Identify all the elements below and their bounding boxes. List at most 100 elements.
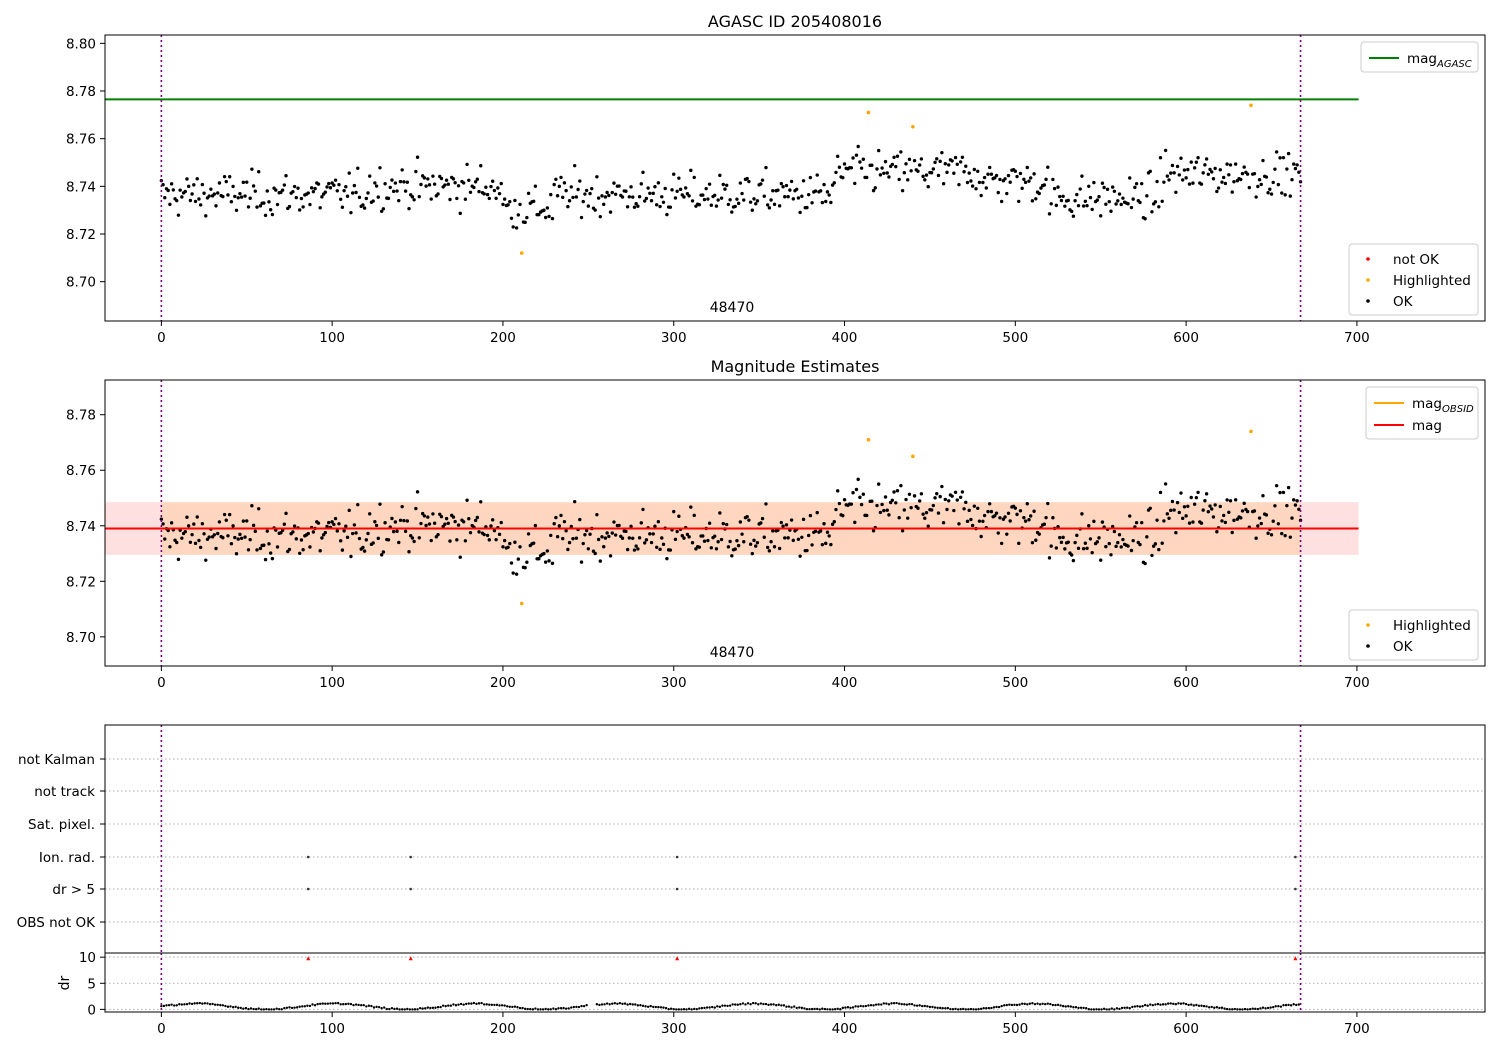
panel1-ok-point [600, 194, 604, 198]
panel1-ok-point [576, 187, 580, 192]
panel2-ok-point [921, 512, 925, 516]
dr-point [1261, 1006, 1265, 1009]
panel1-legend-marker [1366, 257, 1370, 261]
panel1-ytick-label: 8.72 [66, 227, 96, 243]
flag-point [409, 855, 413, 859]
panel1-ok-point [754, 202, 758, 206]
dr-point [639, 1004, 642, 1007]
panel1-ok-point [603, 195, 608, 199]
panel1-ok-point [200, 182, 205, 187]
panel2-ok-point [584, 528, 589, 533]
panel2-ok-point [298, 551, 302, 555]
panel1-ok-point [1259, 182, 1263, 187]
panel2-ok-point [716, 540, 720, 544]
panel1-ok-point [1085, 203, 1089, 208]
dr-point [544, 1007, 547, 1011]
panel1-ok-point [607, 193, 611, 198]
panel1-ok-point [1153, 200, 1158, 204]
panel2-ok-point [1254, 536, 1258, 540]
panel1-ok-point [371, 199, 375, 203]
panel2-ok-point [386, 538, 391, 542]
dr-point [1243, 1007, 1247, 1011]
panel2-ok-point [754, 544, 758, 548]
panel2-ok-point [344, 524, 348, 528]
dr-point [242, 1007, 245, 1010]
panel2-ok-point [1027, 518, 1031, 522]
dr-point [710, 1005, 714, 1009]
panel1-ok-point [764, 165, 768, 170]
panel1-ok-point [1223, 181, 1228, 186]
panel2-ok-point [202, 532, 206, 536]
panel1-ok-point [1039, 186, 1043, 190]
dr-point [213, 1003, 217, 1006]
dr-point [324, 1002, 327, 1005]
panel2-ytick-label: 8.72 [66, 574, 96, 590]
panel1-ok-point [236, 196, 240, 200]
panel2-ok-point [453, 519, 457, 524]
dr-point [385, 1007, 389, 1011]
dr-point [208, 1003, 212, 1006]
panel2-ok-point [955, 498, 959, 502]
panel2-ok-point [702, 539, 707, 543]
panel2-ok-point [755, 540, 760, 545]
panel2-ok-point [422, 514, 427, 518]
dr-point [393, 1007, 396, 1011]
dr-point [185, 1002, 189, 1006]
panel2-ok-point [769, 539, 773, 544]
dr-point [618, 1001, 622, 1005]
panel2-ok-point [1095, 540, 1100, 544]
panel2-ok-point [600, 535, 604, 539]
dr-point [531, 1008, 535, 1011]
dr-point [882, 1002, 886, 1005]
panel2-ok-point [643, 541, 647, 545]
panel1-ok-point [523, 220, 527, 225]
dr-point [1266, 1006, 1270, 1010]
panel2-ok-point [719, 537, 724, 542]
panel2-ok-point [726, 545, 731, 549]
panel1-ok-point [1030, 199, 1035, 203]
panel2-ok-point [188, 540, 193, 544]
panel2-ok-point [801, 517, 806, 522]
panel2-ok-point [1269, 533, 1274, 537]
panel2-ok-point [509, 561, 514, 565]
dr-point [908, 1002, 911, 1006]
dr-point [874, 1003, 878, 1006]
panel2-ok-point [257, 507, 261, 511]
panel1-legend-marker [1366, 299, 1370, 303]
dr-point [1138, 1005, 1142, 1008]
panel2-ok-point [1005, 532, 1009, 536]
panel1-ok-point [808, 175, 813, 180]
panel2-ok-point [1100, 520, 1105, 524]
panel1-ok-point [1034, 197, 1038, 201]
dr-point [1159, 1003, 1162, 1006]
panel1-ok-point [644, 196, 649, 201]
panel2-ok-point [1261, 494, 1265, 498]
panel2-ok-point [958, 495, 963, 499]
panel2-ok-point [1266, 531, 1270, 535]
panel1-ok-point [1025, 165, 1029, 170]
panel1-ok-point [496, 186, 500, 190]
dr-point [900, 1002, 903, 1006]
dr-point [631, 1003, 634, 1006]
dr-point [547, 1008, 550, 1011]
panel1-ok-point [1182, 168, 1187, 172]
dr-point [1154, 1003, 1157, 1006]
panel1-ok-point [878, 173, 883, 177]
panel2-ok-point [680, 534, 684, 538]
panel1-ok-point [723, 187, 727, 191]
panel2-ok-point [1290, 516, 1294, 520]
panel1-ok-point [415, 155, 420, 159]
panel2-ok-point [805, 548, 809, 553]
dr-point [1136, 1005, 1139, 1008]
dr-point [926, 1005, 929, 1008]
panel2-legend-label: OK [1393, 639, 1414, 655]
panel2-ok-point [644, 538, 649, 542]
panel2-ok-point [1109, 553, 1113, 557]
panel1-ok-point [1110, 185, 1115, 189]
dr-point [303, 1005, 307, 1008]
dr-point [508, 1005, 511, 1008]
panel1-ok-point [815, 173, 819, 177]
dr-point [1018, 1003, 1021, 1006]
panel2-ok-point [745, 514, 749, 519]
